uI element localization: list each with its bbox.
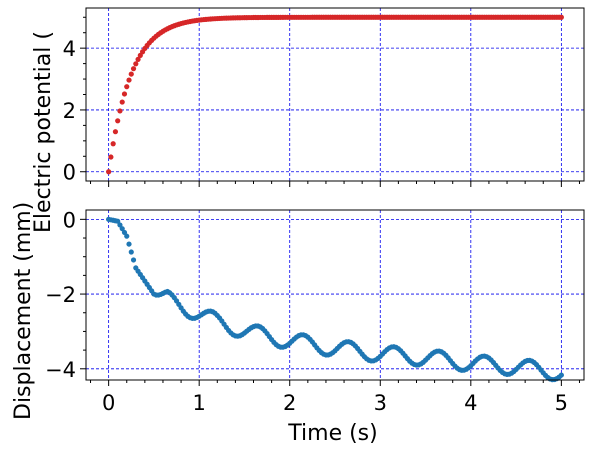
x-tick-label: 1 xyxy=(192,391,205,415)
data-point xyxy=(121,91,128,97)
y-tick-label: −4 xyxy=(45,358,76,382)
data-point xyxy=(130,66,137,72)
data-point xyxy=(112,129,119,135)
data-point xyxy=(126,77,132,83)
data-point xyxy=(130,257,137,263)
data-point xyxy=(119,99,125,105)
y-tick-label: 4 xyxy=(63,37,76,61)
data-point xyxy=(135,56,141,62)
data-point xyxy=(133,61,139,67)
data-point xyxy=(110,141,116,147)
y-tick-label: 2 xyxy=(63,99,76,123)
x-tick-label: 4 xyxy=(464,391,477,415)
data-point xyxy=(115,218,121,224)
data-point xyxy=(117,222,123,228)
top-y-axis-label: Electric potential ( xyxy=(31,31,56,233)
bottom-y-axis-label: Displacement (mm) xyxy=(11,202,36,420)
y-tick-label: 0 xyxy=(63,161,76,185)
data-point xyxy=(124,233,130,239)
x-tick-label: 0 xyxy=(102,391,115,415)
data-point xyxy=(558,14,564,20)
data-point xyxy=(128,249,134,255)
x-tick-label: 2 xyxy=(283,391,296,415)
x-tick-label: 3 xyxy=(374,391,387,415)
top-panel-electric-potential: 0 2 4 xyxy=(63,7,585,187)
bottom-panel-displacement: 0 −2 −4 0 1 2 3 4 5 xyxy=(45,208,585,415)
data-point xyxy=(119,226,125,232)
data-point xyxy=(115,118,121,124)
data-point xyxy=(117,108,123,114)
data-point xyxy=(558,372,564,378)
x-axis-label: Time (s) xyxy=(287,421,377,446)
data-point xyxy=(106,169,112,175)
data-point xyxy=(108,154,114,160)
data-point xyxy=(121,229,128,236)
y-tick-label: −2 xyxy=(45,283,76,307)
plot-frame xyxy=(85,209,585,381)
data-point xyxy=(128,71,134,77)
data-point xyxy=(126,241,132,247)
data-point xyxy=(124,84,130,90)
y-tick-label: 0 xyxy=(63,208,76,232)
x-tick-label: 5 xyxy=(555,391,568,415)
